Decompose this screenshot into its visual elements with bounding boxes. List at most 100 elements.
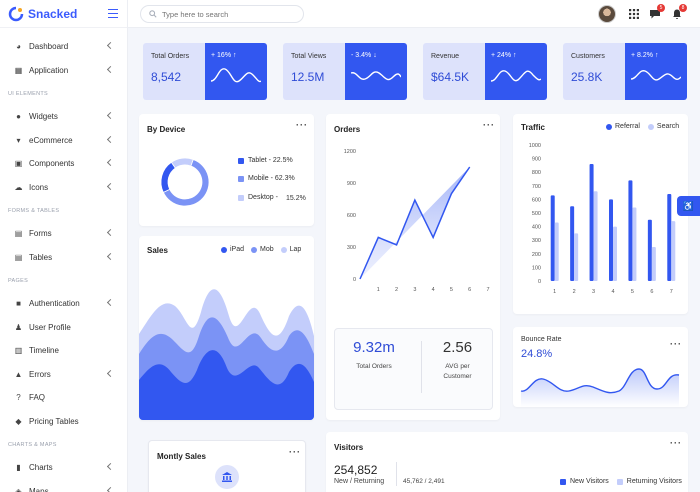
document-icon: ▤	[14, 229, 23, 239]
search-input[interactable]	[162, 9, 292, 19]
sidebar-section-label: PAGES	[8, 277, 29, 284]
legend-referral: Referral	[615, 123, 640, 130]
stat-sparkline	[631, 70, 681, 81]
legend-lap: Lap	[289, 246, 302, 253]
x-tick-label: 2	[395, 287, 398, 293]
device-legend-item: Mobile - 62.3%	[238, 175, 295, 182]
y-tick-label: 600	[532, 197, 541, 203]
y-tick-label: 1000	[529, 143, 541, 149]
chevron-left-icon	[106, 369, 115, 377]
sidebar-item-user-profile[interactable]: ♟ User Profile	[0, 316, 127, 340]
stat-title: Total Orders	[151, 53, 190, 60]
sidebar-item-tables[interactable]: ▤ Tables	[0, 246, 127, 270]
visitors-card: Visitors ··· 254,852 New / Returning 45,…	[326, 432, 688, 492]
bar-referral	[667, 193, 672, 281]
sidebar-item-faq[interactable]: ? FAQ	[0, 386, 127, 410]
sidebar-item-authentication[interactable]: ■ Authentication	[0, 292, 127, 316]
sidebar-item-label: eCommerce	[29, 135, 73, 145]
sidebar-item-maps[interactable]: ◈ Maps	[0, 480, 127, 492]
y-tick-label: 600	[347, 213, 356, 219]
x-tick-label: 7	[670, 289, 673, 295]
sidebar-item-dashboard[interactable]: ◕ Dashboard	[0, 35, 127, 59]
by-device-card: By Device ··· Tablet - 22.5% Mobile - 62.…	[139, 114, 314, 226]
document-icon: ▤	[14, 252, 23, 262]
traffic-card: Traffic Referral Search 0 100 200 300 400 500…	[513, 114, 688, 314]
lock-icon: ■	[16, 299, 21, 309]
calendar-icon: ▥	[14, 346, 23, 356]
brand[interactable]: Snacked	[0, 0, 127, 28]
sidebar-item-timeline[interactable]: ▥ Timeline	[0, 339, 127, 363]
sidebar-item-components[interactable]: ▣ Components	[0, 152, 127, 176]
bar-referral	[550, 195, 555, 281]
message-icon[interactable]: 5	[650, 4, 665, 19]
sidebar-item-label: User Profile	[29, 322, 71, 332]
bounce-sparkline	[520, 368, 680, 407]
card-title: Bounce Rate	[521, 336, 562, 343]
more-icon[interactable]: ···	[289, 447, 301, 457]
y-tick-label: 1200	[344, 149, 356, 155]
sidebar-item-charts[interactable]: ▮ Charts	[0, 456, 127, 480]
bell-icon[interactable]: 8	[672, 4, 687, 19]
apps-grid-icon[interactable]	[629, 9, 639, 19]
chevron-left-icon	[106, 298, 115, 307]
y-tick-label: 300	[347, 245, 356, 251]
sidebar-item-widgets[interactable]: ● Widgets	[0, 105, 127, 129]
legend-ipad: iPad	[230, 246, 245, 253]
sidebar-item-label: Authentication	[29, 299, 80, 309]
sidebar-item-label: Widgets	[29, 112, 58, 122]
stat-title: Revenue	[431, 53, 460, 60]
sidebar-item-label: Timeline	[29, 346, 59, 356]
sidebar-item-pricing-tables[interactable]: ◆ Pricing Tables	[0, 410, 127, 434]
orders-area	[360, 167, 470, 279]
bar-referral	[589, 164, 594, 281]
stat-change: + 8.2%	[631, 52, 653, 59]
avatar[interactable]	[598, 5, 616, 23]
sidebar-item-label: Tables	[29, 252, 53, 262]
sidebar-item-ecommerce[interactable]: ▾ eCommerce	[0, 129, 127, 153]
bar-chart-icon: ▮	[16, 463, 21, 473]
y-tick-label: 900	[532, 157, 541, 163]
search-box[interactable]	[140, 5, 304, 23]
visitors-value: 254,852	[334, 463, 378, 477]
chevron-left-icon	[106, 135, 115, 143]
card-title: Orders	[334, 125, 361, 134]
accessibility-button[interactable]: ♿	[677, 196, 700, 216]
bar-search	[632, 207, 637, 281]
x-tick-label: 4	[432, 287, 435, 293]
card-title: By Device	[147, 125, 186, 134]
stat-change: + 24%	[491, 52, 512, 59]
x-tick-label: 1	[377, 287, 380, 293]
x-tick-label: 6	[650, 289, 653, 295]
stat-change: + 16%	[211, 52, 232, 59]
more-icon[interactable]: ···	[670, 339, 682, 349]
traffic-bar-chart: 0 100 200 300 400 500 600 700 800 900 1000 1 2 3 4 5 6 7	[529, 143, 676, 295]
device-legend-value: 15.2%	[286, 194, 306, 202]
messages-badge: 5	[657, 4, 665, 12]
y-tick-label: 0	[353, 277, 356, 283]
more-icon[interactable]: ···	[670, 438, 682, 448]
chevron-left-icon	[106, 182, 115, 190]
y-tick-label: 900	[347, 181, 356, 187]
bounce-rate-card: Bounce Rate ··· 24.8%	[513, 327, 688, 407]
chevron-left-icon	[106, 228, 115, 237]
sidebar-item-application[interactable]: ▦ Application	[0, 59, 127, 83]
topbar: 5 8	[128, 0, 700, 28]
sidebar-item-errors[interactable]: ▲ Errors	[0, 363, 127, 387]
sidebar-item-forms[interactable]: ▤ Forms	[0, 222, 127, 246]
more-icon[interactable]: ···	[483, 120, 495, 130]
more-icon[interactable]: ···	[296, 120, 308, 130]
x-tick-label: 3	[413, 287, 416, 293]
legend-returning-visitors: Returning Visitors	[626, 478, 682, 485]
stat-card: Customers 25.8K + 8.2% ↑	[563, 43, 687, 100]
visitors-sub: New / Returning	[334, 478, 385, 485]
menu-toggle-icon[interactable]	[108, 9, 118, 18]
visitors-split: 45,762 / 2,491	[403, 478, 445, 485]
sidebar-item-label: Maps	[29, 486, 49, 492]
sidebar-item-label: Application	[29, 65, 69, 75]
orders-card: Orders ··· 0 300 600 900 1200 1 2 3 4 5 6 7 9.32m T…	[326, 114, 500, 420]
y-tick-label: 0	[538, 279, 541, 285]
monthly-sales-card: Montly Sales ···	[148, 440, 306, 492]
sidebar-item-icons[interactable]: ☁ Icons	[0, 176, 127, 200]
bounce-rate-value: 24.8%	[521, 348, 553, 360]
chevron-left-icon	[106, 486, 115, 492]
